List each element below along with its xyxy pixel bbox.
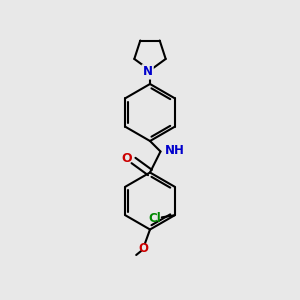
Text: Cl: Cl — [148, 212, 161, 225]
Text: O: O — [122, 152, 132, 166]
Text: NH: NH — [165, 143, 185, 157]
Text: O: O — [138, 242, 148, 256]
Text: N: N — [142, 65, 153, 78]
